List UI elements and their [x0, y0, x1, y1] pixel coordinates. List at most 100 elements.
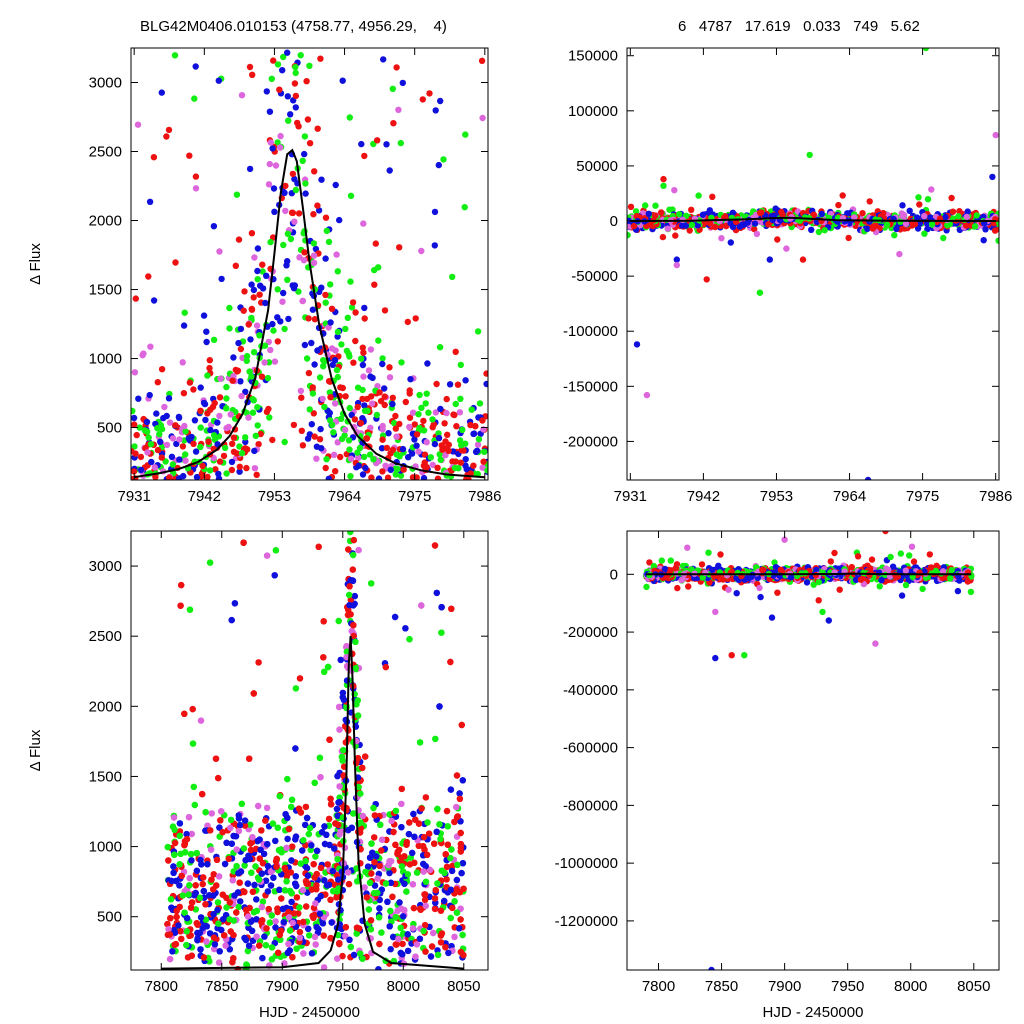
data-point [147, 343, 154, 350]
data-point [213, 856, 221, 863]
data-point [399, 940, 406, 948]
data-point [199, 880, 206, 888]
data-point [347, 943, 355, 951]
data-point [178, 872, 185, 880]
data-point [350, 632, 357, 640]
data-point [452, 458, 459, 465]
data-point [451, 464, 459, 472]
data-point [131, 369, 139, 376]
data-point [242, 936, 250, 944]
data-point [898, 213, 906, 220]
data-point [228, 466, 236, 474]
y-tick-label: 3000 [89, 558, 122, 575]
data-point [274, 824, 281, 831]
data-point [778, 208, 785, 216]
data-point [415, 411, 422, 418]
data-point [250, 294, 257, 301]
data-point [169, 948, 176, 955]
data-point [164, 920, 171, 928]
data-point [131, 414, 138, 422]
data-point [165, 126, 173, 134]
data-point [216, 394, 224, 401]
data-point [164, 843, 171, 851]
data-point [264, 888, 272, 895]
data-point [391, 613, 399, 621]
data-point [388, 817, 395, 824]
data-point [316, 754, 324, 761]
data-point [378, 929, 385, 936]
outlier-point [766, 256, 773, 263]
data-point [230, 955, 237, 962]
data-point [320, 964, 328, 970]
data-point [359, 395, 366, 403]
data-point [269, 820, 277, 827]
data-point [258, 903, 266, 911]
data-point [423, 390, 430, 397]
data-point [290, 910, 298, 917]
data-point [268, 912, 275, 919]
data-point [173, 907, 180, 915]
data-point [179, 892, 186, 899]
data-point [145, 434, 152, 441]
x-tick-label: 7953 [258, 488, 291, 505]
data-point [177, 602, 184, 609]
data-point [396, 244, 403, 251]
data-point [398, 785, 405, 793]
data-point [379, 355, 386, 362]
data-point [359, 344, 366, 351]
x-tick-label: 7850 [205, 978, 238, 995]
data-point [334, 439, 341, 446]
data-point [256, 836, 263, 843]
data-point [361, 402, 368, 409]
data-point [218, 808, 225, 815]
data-point [219, 891, 226, 898]
data-point [401, 880, 408, 887]
data-point [404, 931, 411, 938]
data-point [382, 663, 389, 671]
y-tick-label: 2500 [89, 144, 122, 161]
model-curve [134, 148, 485, 479]
data-point [197, 856, 204, 864]
data-point [235, 812, 242, 819]
data-point [158, 425, 166, 433]
data-point [322, 291, 329, 299]
data-point [304, 880, 312, 888]
data-point [250, 690, 257, 697]
data-point [259, 261, 266, 268]
y-tick-label: -150000 [563, 378, 618, 395]
data-point [265, 405, 272, 413]
data-point [336, 216, 343, 224]
data-point [306, 406, 313, 413]
data-point [893, 225, 900, 233]
data-point [258, 373, 266, 380]
data-point [229, 377, 236, 384]
data-point [168, 453, 176, 460]
data-point [320, 357, 327, 364]
data-point [866, 198, 873, 205]
data-point [642, 202, 649, 209]
data-point [299, 887, 307, 894]
data-point [178, 581, 185, 589]
data-point [322, 255, 329, 262]
data-point [360, 220, 367, 227]
data-point [355, 462, 362, 469]
data-point [246, 755, 253, 762]
data-point [450, 411, 457, 418]
data-point [176, 832, 183, 839]
data-point [378, 847, 385, 854]
data-point [869, 225, 876, 232]
data-point [171, 851, 178, 858]
data-point [136, 424, 143, 431]
data-point [318, 445, 325, 452]
data-point [395, 935, 402, 943]
data-point [433, 828, 440, 835]
data-point [296, 928, 304, 936]
data-point [277, 927, 285, 934]
data-point [371, 266, 378, 274]
data-point [280, 289, 287, 297]
data-point [393, 451, 400, 458]
data-point [325, 815, 333, 823]
data-point [200, 954, 208, 961]
data-point [330, 429, 337, 436]
data-point [431, 208, 439, 216]
